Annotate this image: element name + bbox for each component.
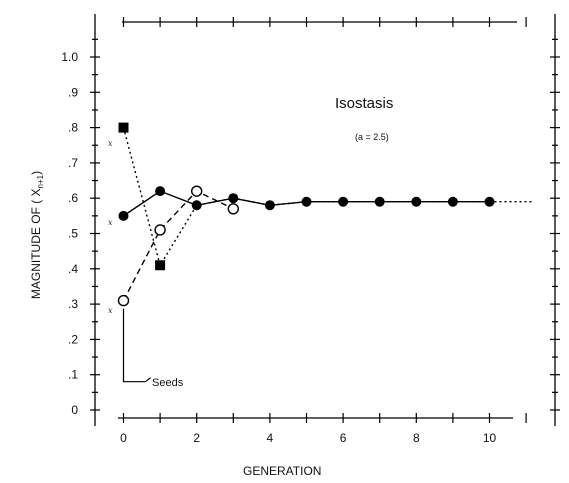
data-point-filled-circle bbox=[118, 210, 129, 221]
data-point-filled-circle bbox=[191, 200, 202, 211]
series-line-filled-square bbox=[122, 127, 490, 268]
data-point-open-circle bbox=[154, 224, 166, 236]
x-tick-label: 8 bbox=[413, 431, 420, 445]
seeds-label: Seeds bbox=[152, 377, 184, 389]
seeds-arrow bbox=[145, 377, 151, 383]
data-point-filled-circle bbox=[484, 196, 495, 207]
y-tick-label: .5 bbox=[68, 227, 78, 241]
y-axis-title-close: ) bbox=[29, 171, 43, 175]
chart-subtitle: (a = 2.5) bbox=[355, 132, 389, 142]
chart-title: Isostasis bbox=[335, 95, 393, 112]
x-tick-label: 6 bbox=[340, 431, 347, 445]
y-axis-title-subscript: n+1 bbox=[36, 174, 45, 188]
x-tick-label: 2 bbox=[193, 431, 200, 445]
y-tick-label: .2 bbox=[68, 332, 78, 346]
annotation-layer bbox=[122, 201, 534, 383]
data-point-filled-square bbox=[118, 122, 129, 133]
y-tick-label: .3 bbox=[68, 297, 78, 311]
data-point-open-circle bbox=[227, 203, 240, 215]
series-lines bbox=[122, 127, 490, 301]
series-line-open-circle bbox=[122, 190, 234, 301]
seed-label-open: x bbox=[108, 306, 113, 315]
seed-label-square: x bbox=[108, 139, 113, 148]
data-point-filled-circle bbox=[155, 186, 166, 197]
data-point-filled-circle bbox=[338, 196, 349, 207]
y-tick-label: .6 bbox=[68, 191, 78, 205]
svg-text:MAGNITUDE OF ( Xn+1): MAGNITUDE OF ( Xn+1) bbox=[29, 171, 45, 299]
seed-label-filled: x bbox=[108, 218, 113, 227]
data-point-filled-circle bbox=[264, 200, 275, 211]
series-markers bbox=[117, 122, 495, 307]
data-point-filled-circle bbox=[411, 196, 422, 207]
data-point-filled-square bbox=[155, 260, 166, 271]
y-axis-title: MAGNITUDE OF ( Xn+1) bbox=[29, 171, 45, 299]
data-point-filled-circle bbox=[374, 196, 385, 207]
y-tick-label: .1 bbox=[68, 368, 78, 382]
data-point-filled-circle bbox=[301, 196, 312, 207]
y-tick-label: 0 bbox=[71, 403, 78, 417]
y-tick-label: .7 bbox=[68, 156, 78, 170]
seeds-bracket bbox=[122, 308, 146, 383]
data-point-open-circle bbox=[117, 294, 130, 307]
x-axis-title: GENERATION bbox=[243, 464, 321, 478]
x-tick-label: 4 bbox=[267, 431, 274, 445]
y-axis-title-main: MAGNITUDE OF ( X bbox=[29, 188, 43, 299]
y-tick-label: .9 bbox=[68, 85, 78, 99]
y-tick-label: .8 bbox=[68, 121, 78, 135]
x-tick-label: 0 bbox=[120, 431, 127, 445]
data-point-filled-circle bbox=[447, 196, 458, 207]
data-point-filled-circle bbox=[228, 193, 239, 204]
ticks-layer: 0 .1 .2 .3 .4 .5 .6 .7 .8 .9 1.0 0 2 4 6 8 10 bbox=[61, 17, 560, 445]
y-tick-label: 1.0 bbox=[61, 50, 78, 64]
x-tick-label: 10 bbox=[483, 431, 497, 445]
y-tick-label: .4 bbox=[68, 262, 78, 276]
data-point-open-circle bbox=[190, 185, 203, 197]
